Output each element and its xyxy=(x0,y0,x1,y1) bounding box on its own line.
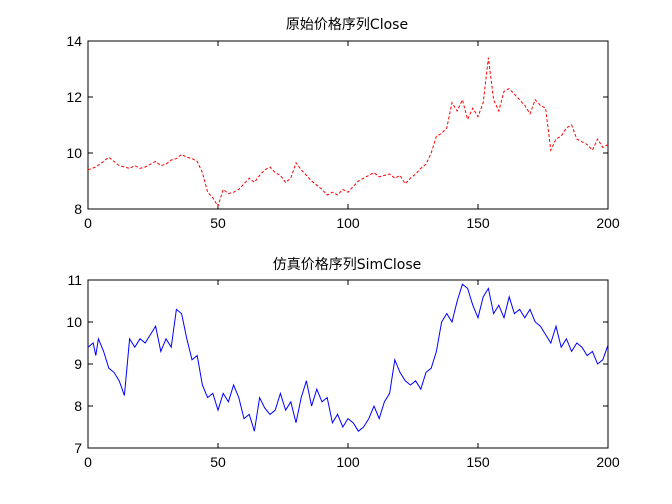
chart-title-bottom: 仿真价格序列SimClose xyxy=(273,257,422,273)
y-tick-label: 8 xyxy=(74,201,82,217)
x-tick-label: 50 xyxy=(210,454,226,470)
y-tick-label: 10 xyxy=(66,145,82,161)
chart-title-top: 原始价格序列Close xyxy=(286,17,408,33)
x-tick-label: 150 xyxy=(466,454,490,470)
ticks-bottom xyxy=(87,279,609,449)
x-tick-label: 200 xyxy=(596,215,620,231)
y-tick-label: 14 xyxy=(66,33,82,49)
x-tick-label: 50 xyxy=(210,215,226,231)
series-line-simclose xyxy=(87,283,609,432)
y-tick-label: 12 xyxy=(66,89,82,105)
series-line-close xyxy=(87,57,609,208)
y-tick-label: 8 xyxy=(74,398,82,414)
tick-labels-top: 0 50 100 150 200 8 10 12 14 xyxy=(66,33,619,231)
x-tick-label: 0 xyxy=(84,454,92,470)
x-tick-label: 0 xyxy=(84,215,92,231)
ticks-top xyxy=(87,40,609,210)
y-tick-label: 10 xyxy=(66,314,82,330)
axes-bottom: 仿真价格序列SimClose 0 50 100 150 200 7 8 9 10 11 xyxy=(66,257,619,470)
axes-top: 原始价格序列Close 0 50 100 150 200 8 10 12 14 xyxy=(66,17,619,231)
y-tick-label: 11 xyxy=(67,272,82,288)
plot-box-bottom xyxy=(87,279,609,449)
x-tick-label: 200 xyxy=(596,454,620,470)
y-tick-label: 7 xyxy=(74,440,82,456)
tick-labels-bottom: 0 50 100 150 200 7 8 9 10 11 xyxy=(66,272,619,470)
x-tick-label: 100 xyxy=(336,454,360,470)
x-tick-label: 150 xyxy=(466,215,490,231)
y-tick-label: 9 xyxy=(74,356,82,372)
plot-box-top xyxy=(87,40,609,210)
x-tick-label: 100 xyxy=(336,215,360,231)
